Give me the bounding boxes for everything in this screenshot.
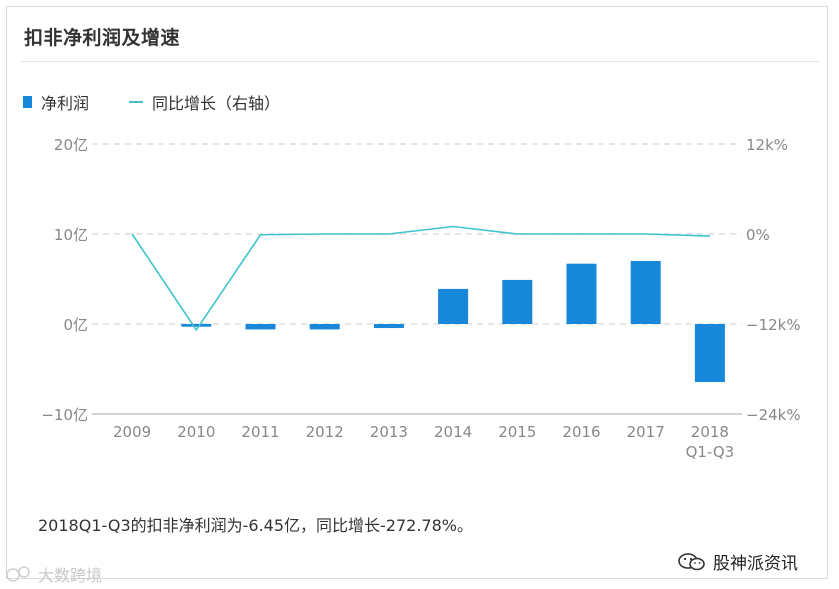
summary-text: 2018Q1-Q3的扣非净利润为-6.45亿，同比增长-272.78%。 bbox=[38, 516, 473, 535]
y-right-tick-label: −24k% bbox=[746, 406, 801, 424]
bar-2017[interactable] bbox=[630, 261, 661, 324]
legend-bar-swatch bbox=[23, 96, 32, 108]
legend-line-swatch bbox=[129, 101, 144, 103]
x-tick-label: 2014 bbox=[434, 423, 472, 441]
y-right-tick-label: 12k% bbox=[746, 136, 788, 154]
y-right-tick-label: 0% bbox=[746, 226, 770, 244]
bars-layer bbox=[181, 261, 725, 383]
x-tick-label: 2017 bbox=[627, 423, 665, 441]
brand-tag: 股神派资讯 bbox=[677, 549, 798, 574]
watermark-logo-icon bbox=[6, 566, 30, 582]
legend: 净利润 同比增长（右轴） bbox=[23, 91, 320, 113]
legend-item-bar[interactable]: 净利润 bbox=[23, 90, 89, 114]
y-left-tick-label: −10亿 bbox=[41, 406, 88, 424]
y-left-tick-label: 20亿 bbox=[54, 136, 88, 154]
x-tick-label: 2016 bbox=[562, 423, 600, 441]
legend-line-label: 同比增长（右轴） bbox=[152, 94, 281, 113]
x-tick-label: 2018 Q1-Q3 bbox=[686, 423, 735, 461]
bar-2016[interactable] bbox=[566, 263, 597, 324]
x-tick-label: 2009 bbox=[113, 423, 151, 441]
ticks-layer: 20亿 10亿 0亿 −10亿 12k% 0% −12k% −24k% 2009 2010 2011… bbox=[41, 136, 800, 461]
chart-card: 扣非净利润及增速 净利润 同比增长（右轴） 2018Q1-Q3的扣非净利润为-6… bbox=[6, 6, 828, 579]
bar-2014[interactable] bbox=[438, 288, 469, 324]
growth-line[interactable] bbox=[131, 225, 710, 332]
watermark-text: 大数跨境 bbox=[38, 566, 103, 585]
title-divider bbox=[21, 61, 819, 62]
y-left-tick-label: 0亿 bbox=[63, 316, 88, 334]
bar-2013[interactable] bbox=[373, 324, 404, 329]
watermark: 大数跨境 bbox=[6, 562, 102, 586]
bar-2011[interactable] bbox=[245, 324, 276, 330]
x-tick-label: 2011 bbox=[241, 423, 279, 441]
x-tick-label: 2010 bbox=[177, 423, 215, 441]
x-tick-label: 2012 bbox=[306, 423, 344, 441]
legend-item-line[interactable]: 同比增长（右轴） bbox=[129, 90, 280, 114]
y-right-tick-label: −12k% bbox=[746, 316, 801, 334]
line-layer bbox=[131, 225, 711, 332]
legend-bar-label: 净利润 bbox=[41, 94, 90, 113]
brand-name: 股神派资讯 bbox=[713, 554, 798, 574]
x-tick-label: 2013 bbox=[370, 423, 408, 441]
bar-2018[interactable] bbox=[694, 324, 725, 383]
x-tick-label: 2015 bbox=[498, 423, 536, 441]
bar-2010[interactable] bbox=[181, 324, 212, 327]
wechat-icon bbox=[678, 552, 705, 570]
bar-2012[interactable] bbox=[309, 324, 340, 330]
chart-title: 扣非净利润及增速 bbox=[24, 27, 181, 49]
y-left-tick-label: 10亿 bbox=[54, 226, 88, 244]
bar-2015[interactable] bbox=[502, 279, 533, 324]
